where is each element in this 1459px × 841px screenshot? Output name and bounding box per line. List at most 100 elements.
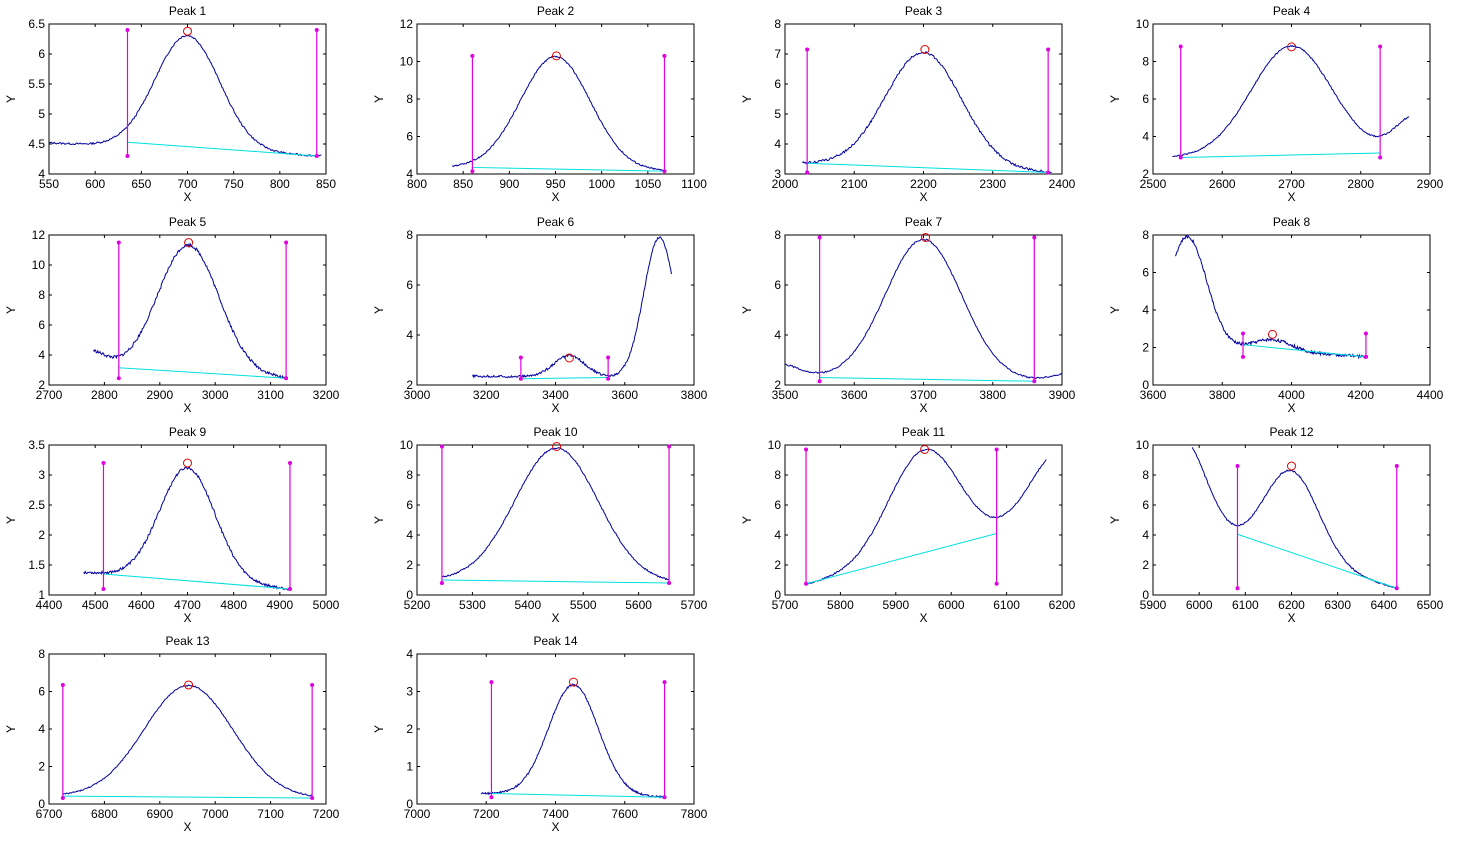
- y-tick-label: 6: [406, 498, 413, 512]
- x-tick-label: 2400: [1049, 177, 1076, 191]
- subplot-11: Peak 11 5700 5800 5900 6000 6100 6200 0 2 4 6 8 10 X Y: [740, 425, 1076, 625]
- boundary-marker-dot: [1378, 155, 1383, 160]
- x-tick-label: 2100: [841, 177, 868, 191]
- y-tick-label: 8: [406, 468, 413, 482]
- boundary-marker-dot: [805, 47, 810, 52]
- y-tick-label: 8: [774, 17, 781, 31]
- x-tick-label: 2300: [979, 177, 1006, 191]
- x-axis-label: X: [1287, 401, 1295, 415]
- boundary-marker-dot: [662, 795, 667, 800]
- peak-marker: [921, 233, 931, 242]
- peak-marker: [552, 442, 562, 451]
- boundary-marker-dot: [606, 355, 611, 360]
- y-tick-label: 8: [406, 228, 413, 242]
- x-tick-label: 3400: [542, 388, 569, 402]
- x-tick-label: 1100: [681, 177, 707, 191]
- subplot-6: Peak 6 3000 3200 3400 3600 3800 2 4 6 8 X Y: [372, 215, 708, 415]
- x-tick-label: 6100: [1232, 598, 1259, 612]
- x-tick-label: 5600: [625, 598, 652, 612]
- subplot-title: Peak 4: [1273, 4, 1311, 18]
- y-axis-label: Y: [4, 306, 18, 314]
- boundary-marker-dot: [817, 235, 822, 240]
- subplot-7: Peak 7 3500 3600 3700 3800 3900 2 4 6 8 X Y: [740, 215, 1076, 415]
- x-tick-label: 4700: [174, 598, 201, 612]
- x-tick-label: 7600: [611, 807, 638, 821]
- x-tick-label: 6700: [36, 807, 63, 821]
- boundary-marker-dot: [1032, 235, 1037, 240]
- y-axis-label: Y: [4, 516, 18, 524]
- axes-box: [784, 444, 1063, 596]
- y-tick-label: 6: [774, 498, 781, 512]
- y-tick-label: 6: [1142, 498, 1149, 512]
- x-tick-label: 3600: [841, 388, 868, 402]
- boundary-marker-dot: [804, 447, 809, 452]
- y-tick-label: 8: [1142, 468, 1149, 482]
- x-tick-label: 950: [545, 177, 565, 191]
- baseline-segment: [127, 141, 317, 157]
- x-tick-label: 7400: [542, 807, 569, 821]
- y-tick-label: 8: [406, 92, 413, 106]
- boundary-marker-dot: [606, 376, 611, 381]
- x-tick-label: 7800: [681, 807, 708, 821]
- y-tick-label: 3.5: [28, 438, 45, 452]
- x-tick-label: 5800: [827, 598, 854, 612]
- y-tick-label: 4: [38, 722, 45, 736]
- baseline-segment: [1237, 533, 1397, 589]
- x-tick-label: 2900: [1417, 177, 1444, 191]
- y-tick-label: 10: [1136, 438, 1150, 452]
- x-tick-label: 4400: [36, 598, 63, 612]
- baseline-segment: [805, 533, 997, 585]
- boundary-marker-dot: [1178, 44, 1183, 49]
- x-tick-label: 3000: [404, 388, 431, 402]
- y-axis-label: Y: [372, 725, 386, 733]
- x-tick-label: 5500: [570, 598, 597, 612]
- x-tick-label: 2500: [1140, 177, 1167, 191]
- x-tick-label: 3600: [611, 388, 638, 402]
- x-tick-label: 5700: [772, 598, 799, 612]
- x-tick-label: 1000: [588, 177, 615, 191]
- y-tick-label: 4: [406, 167, 413, 181]
- boundary-marker-dot: [439, 444, 444, 449]
- axes-box: [416, 444, 695, 596]
- y-tick-label: 4: [406, 647, 413, 661]
- y-tick-label: 3: [406, 685, 413, 699]
- baseline-segment: [491, 793, 665, 798]
- y-tick-label: 2: [38, 378, 45, 392]
- y-tick-label: 0: [774, 588, 781, 602]
- baseline-segment: [118, 367, 287, 379]
- boundary-marker-dot: [1235, 464, 1240, 468]
- y-tick-label: 0: [38, 797, 45, 811]
- subplot-title: Peak 9: [169, 425, 207, 439]
- signal-line: [471, 236, 672, 379]
- y-tick-label: 6: [406, 130, 413, 144]
- boundary-marker-dot: [310, 682, 315, 687]
- x-axis-label: X: [183, 611, 191, 625]
- x-tick-label: 3200: [313, 388, 340, 402]
- y-tick-label: 4: [38, 348, 45, 362]
- baseline-segment: [1242, 344, 1366, 358]
- y-tick-label: 2: [1142, 558, 1149, 572]
- x-axis-label: X: [919, 611, 927, 625]
- x-tick-label: 4200: [1347, 388, 1374, 402]
- boundary-marker-dot: [489, 795, 494, 800]
- y-axis-label: Y: [4, 725, 18, 733]
- x-tick-label: 4800: [220, 598, 247, 612]
- y-axis-label: Y: [740, 516, 754, 524]
- boundary-marker-dot: [518, 376, 523, 381]
- boundary-marker-dot: [1032, 379, 1037, 384]
- subplot-title: Peak 14: [533, 634, 577, 648]
- x-tick-label: 6000: [1186, 598, 1213, 612]
- axes-box: [48, 23, 327, 175]
- signal-line: [1172, 44, 1410, 158]
- x-tick-label: 800: [407, 177, 427, 191]
- y-tick-label: 1: [38, 588, 45, 602]
- boundary-marker-dot: [1378, 44, 1383, 49]
- x-tick-label: 4900: [266, 598, 293, 612]
- y-axis-label: Y: [740, 95, 754, 103]
- y-tick-label: 2: [38, 528, 45, 542]
- x-tick-label: 550: [39, 177, 59, 191]
- y-tick-label: 3: [38, 468, 45, 482]
- x-tick-label: 5200: [404, 598, 431, 612]
- y-tick-label: 10: [1136, 17, 1150, 31]
